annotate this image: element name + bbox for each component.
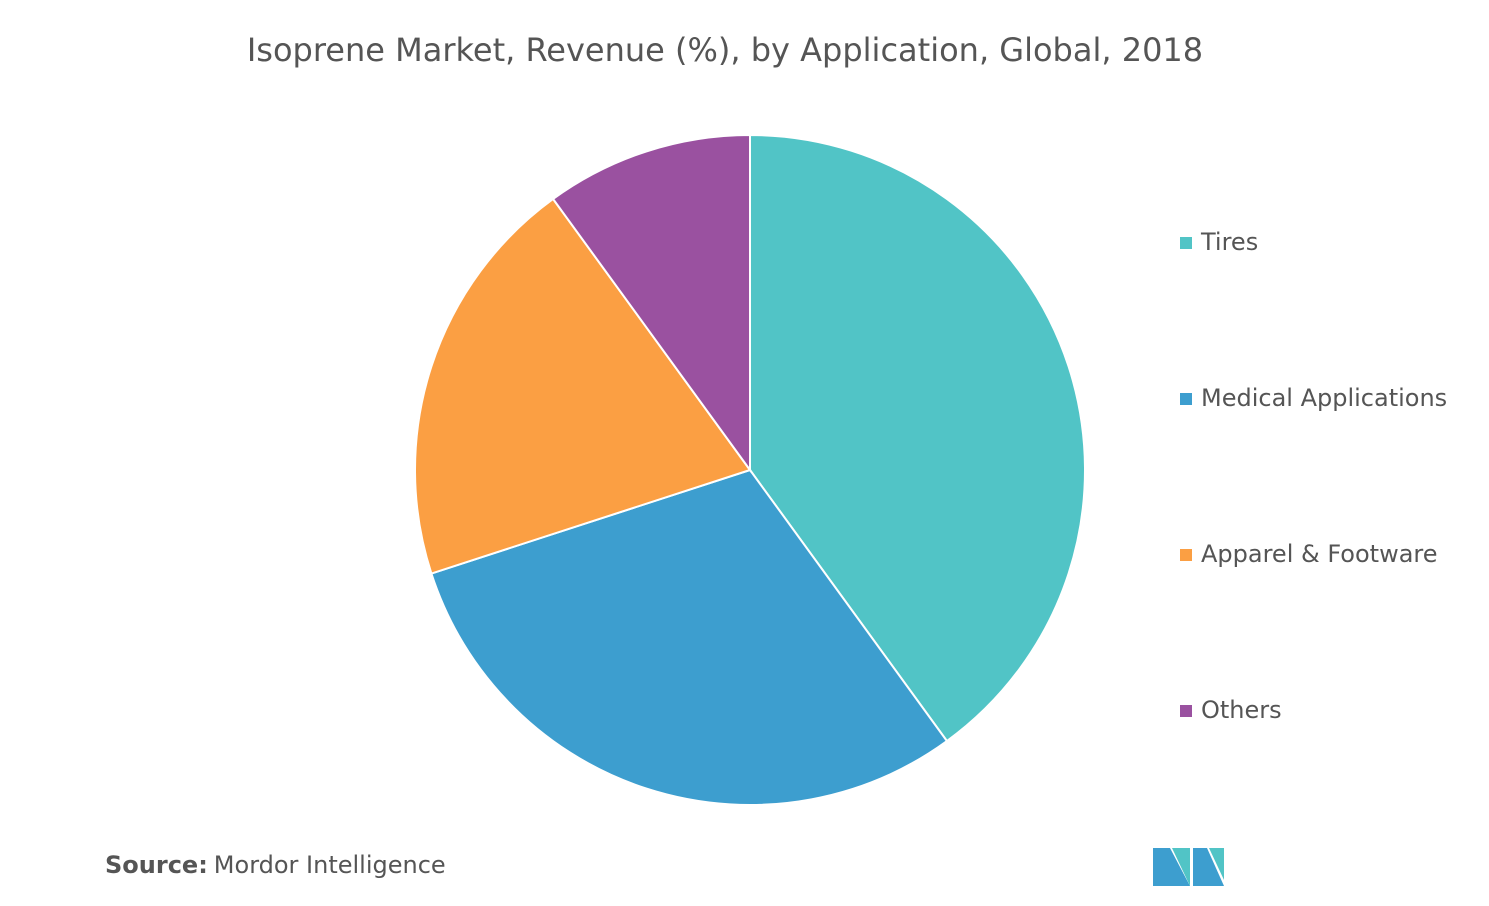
source-text: Mordor Intelligence [214,851,446,879]
legend-label: Apparel & Footware [1201,540,1438,568]
logo-part [1153,848,1190,886]
legend-swatch [1180,393,1192,405]
chart-title: Isoprene Market, Revenue (%), by Applica… [247,31,1203,69]
legend-label: Tires [1200,228,1258,256]
pie-slice [430,468,949,807]
legend-swatch [1180,705,1192,717]
logo [1153,848,1224,886]
logo-part [1193,848,1224,886]
legend: Tires Medical Applications Apparel & Footw… [1180,228,1447,724]
source: Source: Mordor Intelligence [105,851,446,879]
pie-slice [551,133,751,474]
logo-part [1209,848,1224,880]
legend-swatch [1180,237,1192,249]
pie [414,133,1087,807]
legend-label: Others [1201,696,1282,724]
pie-slice [749,133,1087,743]
source-label: Source: [105,851,208,879]
pie-slice [414,197,752,575]
logo-part [1172,848,1190,886]
legend-swatch [1180,549,1192,561]
legend-label: Medical Applications [1201,384,1447,412]
